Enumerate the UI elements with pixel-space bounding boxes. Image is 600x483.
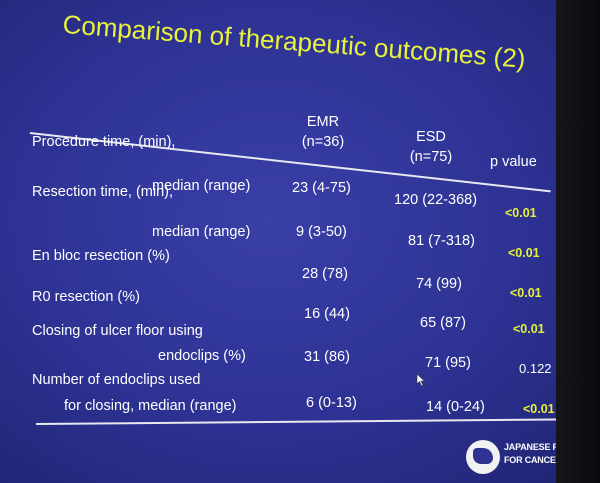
p-value-closing: 0.122: [519, 361, 552, 376]
esd-value-closing: 71 (95): [425, 355, 471, 371]
row-label-resection-time: Resection time, (min),: [32, 184, 174, 200]
esd-header-name: ESD: [416, 129, 446, 145]
esd-value-endoclips: 14 (0-24): [426, 399, 485, 415]
p-value-procedure-time: <0.01: [505, 206, 537, 220]
row-sublabel-closing: endoclips (%): [158, 348, 246, 364]
esd-value-en-bloc: 74 (99): [416, 276, 462, 292]
logo-line-2: FOR CANCER RESEARCH: [504, 455, 582, 465]
emr-value-endoclips: 6 (0-13): [306, 395, 357, 411]
row-label-endoclips: Number of endoclips used: [32, 372, 201, 388]
esd-value-resection-time: 81 (7-318): [408, 233, 475, 249]
cursor-arrow-icon: [416, 373, 426, 387]
p-value-endoclips: <0.01: [523, 402, 555, 416]
esd-value-procedure-time: 120 (22-368): [394, 192, 478, 208]
emr-value-en-bloc: 28 (78): [302, 266, 348, 282]
esd-header: ESD (n=75): [396, 127, 466, 167]
emr-header: EMR (n=36): [288, 112, 358, 152]
row-label-en-bloc: En bloc resection (%): [32, 248, 170, 264]
row-sublabel-endoclips: for closing, median (range): [64, 398, 237, 414]
emr-header-name: EMR: [306, 114, 340, 130]
screen-frame-edge: [556, 0, 600, 483]
row-label-closing: Closing of ulcer floor using: [32, 323, 203, 339]
emr-value-closing: 31 (86): [304, 349, 350, 365]
esd-value-r0: 65 (87): [420, 315, 466, 331]
esd-header-count: (n=75): [409, 149, 453, 165]
emr-value-resection-time: 9 (3-50): [296, 224, 347, 240]
p-value-en-bloc: <0.01: [510, 286, 542, 300]
slide-title: Comparison of therapeutic outcomes (2): [61, 8, 527, 74]
foundation-logo-icon: [466, 440, 500, 474]
table-bottom-rule: [36, 418, 556, 425]
row-label-procedure-time: Procedure time, (min),: [32, 134, 176, 150]
row-label-r0: R0 resection (%): [32, 289, 140, 305]
emr-header-count: (n=36): [301, 134, 345, 150]
p-value-resection-time: <0.01: [508, 246, 540, 260]
row-sublabel-procedure-time: median (range): [152, 178, 251, 194]
emr-value-procedure-time: 23 (4-75): [292, 180, 351, 196]
p-value-header: p value: [490, 154, 537, 170]
row-sublabel-resection-time: median (range): [152, 224, 251, 240]
p-value-r0: <0.01: [513, 322, 545, 336]
foundation-logo-text: JAPANESE FOUNDATION FOR CANCER RESEARCH: [504, 441, 600, 467]
logo-line-1: JAPANESE FOUNDATION: [504, 442, 600, 452]
emr-value-r0: 16 (44): [304, 306, 350, 322]
